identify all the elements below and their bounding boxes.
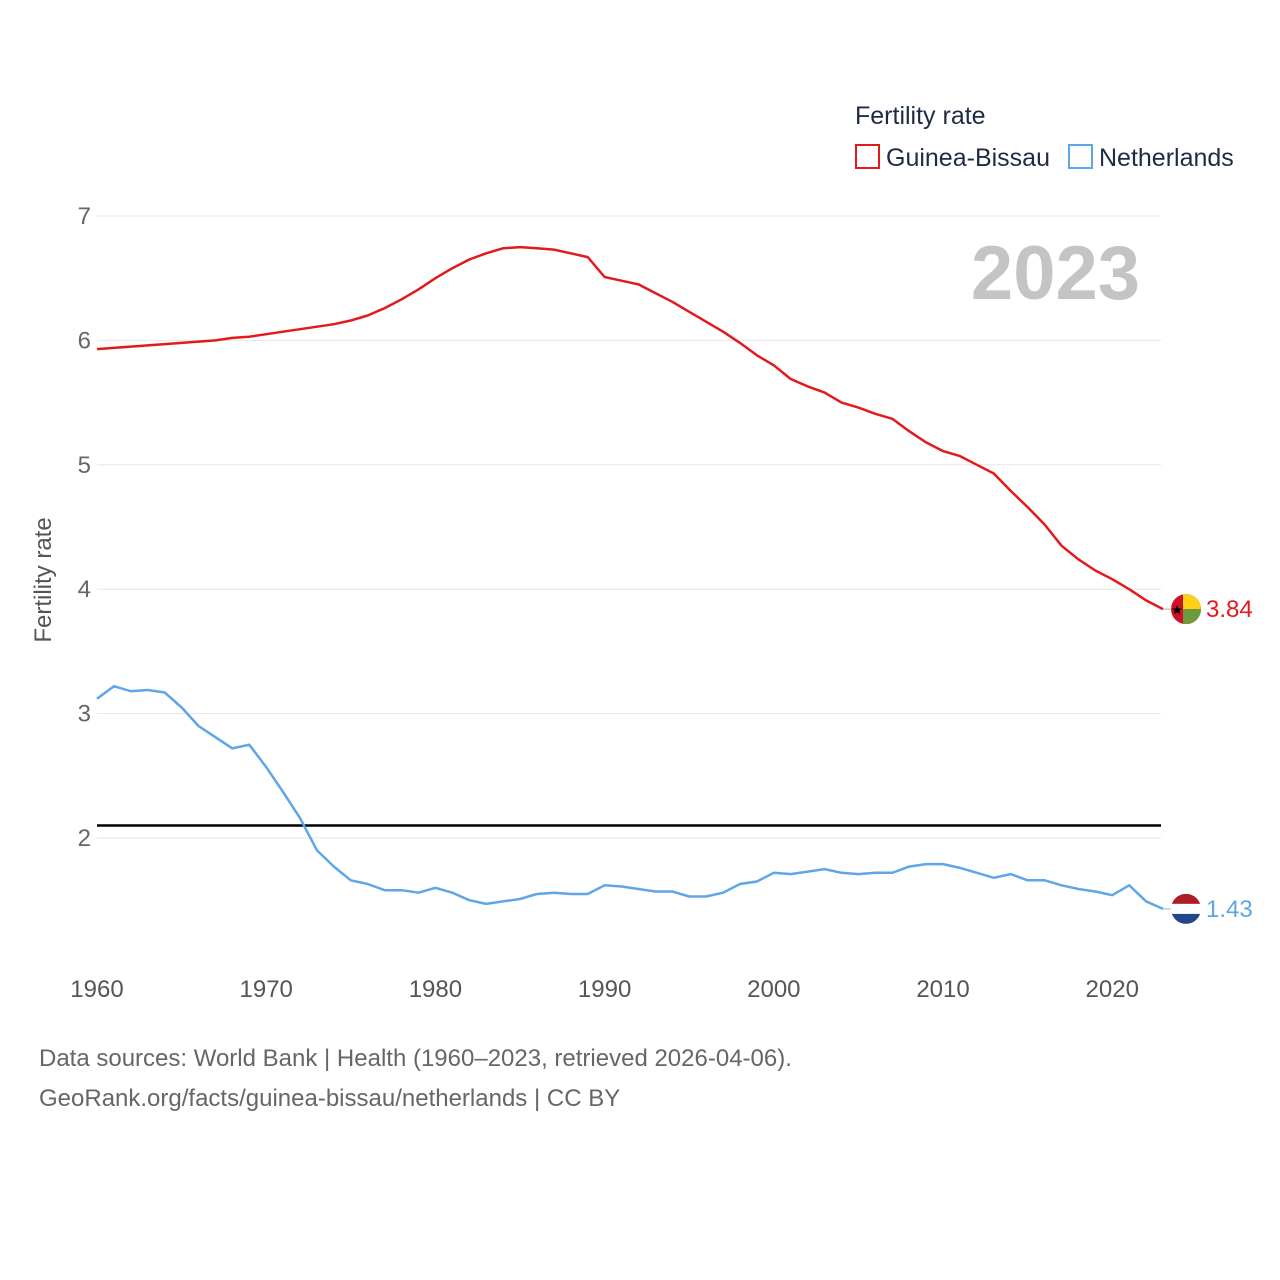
x-tick-label: 1960 <box>70 976 123 1003</box>
legend: Fertility rate Guinea-Bissau Netherlands <box>855 102 1234 172</box>
legend-swatch-netherlands <box>1068 144 1093 169</box>
flag-netherlands-icon <box>1171 893 1201 924</box>
legend-label-guinea-bissau: Guinea-Bissau <box>886 144 1050 172</box>
y-tick-label: 6 <box>78 327 91 354</box>
end-value-label-netherlands: 1.43 <box>1206 896 1253 923</box>
x-tick-label: 2010 <box>916 976 969 1003</box>
flag-guinea-bissau-icon <box>1171 594 1201 625</box>
y-axis-label: Fertility rate <box>30 517 57 642</box>
legend-swatch-guinea-bissau <box>855 144 880 169</box>
legend-label-netherlands: Netherlands <box>1099 144 1234 172</box>
x-tick-label: 1990 <box>578 976 631 1003</box>
y-axis-ticks: 7 6 5 4 3 2 <box>78 203 91 852</box>
y-tick-label: 3 <box>78 701 91 728</box>
legend-title: Fertility rate <box>855 102 986 130</box>
end-markers: 3.84 1.43 <box>1163 594 1253 924</box>
y-tick-label: 5 <box>78 452 91 479</box>
legend-item-netherlands[interactable]: Netherlands <box>1068 144 1234 172</box>
y-tick-label: 2 <box>78 825 91 852</box>
series-layer <box>96 245 1164 911</box>
footer-sources: Data sources: World Bank | Health (1960–… <box>39 1045 792 1072</box>
legend-item-guinea-bissau[interactable]: Guinea-Bissau <box>855 144 1050 172</box>
end-value-label-guinea-bissau: 3.84 <box>1206 596 1253 623</box>
series-line-netherlands[interactable] <box>96 684 1164 911</box>
x-tick-label: 1980 <box>409 976 462 1003</box>
y-tick-label: 7 <box>78 203 91 230</box>
x-tick-label: 2000 <box>747 976 800 1003</box>
x-axis-ticks: 1960 1970 1980 1990 2000 2010 2020 <box>70 976 1139 1003</box>
y-tick-label: 4 <box>78 576 91 603</box>
footer-attribution: GeoRank.org/facts/guinea-bissau/netherla… <box>39 1085 621 1112</box>
series-line-guinea-bissau[interactable] <box>96 245 1164 611</box>
year-label: 2023 <box>971 231 1140 316</box>
x-tick-label: 1970 <box>240 976 293 1003</box>
gridlines <box>97 215 1161 839</box>
x-tick-label: 2020 <box>1086 976 1139 1003</box>
